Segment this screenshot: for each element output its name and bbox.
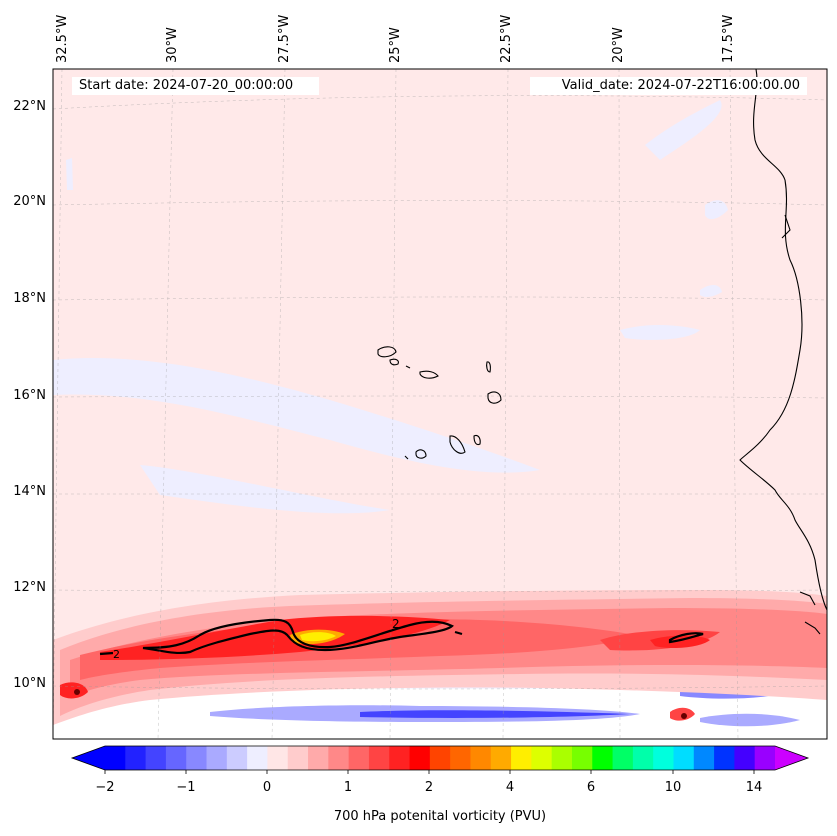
lon-label: 27.5°W [277, 14, 292, 63]
colorbar-segment [186, 746, 208, 770]
colorbar-segment [328, 746, 350, 770]
colorbar-segment [612, 746, 634, 770]
cape-verde-sal [486, 361, 491, 373]
colorbar-tick-label: 1 [343, 780, 353, 795]
colorbar-segment [247, 746, 268, 770]
lat-label: 12°N [13, 580, 46, 595]
map-area: 2 2 [53, 69, 827, 739]
colorbar-segment [754, 746, 776, 770]
colorbar-segment [490, 746, 512, 770]
colorbar-tick-label: 0 [262, 780, 272, 795]
colorbar-tick-label: 6 [586, 780, 596, 795]
colorbar-segment [531, 746, 553, 770]
colorbar-segment [308, 746, 329, 770]
colorbar-segment [409, 746, 431, 770]
colorbar-segment [714, 746, 735, 770]
cape-verde-sao-nicolau [419, 370, 439, 379]
colorbar-segment [693, 746, 715, 770]
colorbar-segment [429, 746, 451, 770]
lon-label: 20°W [611, 27, 626, 63]
lat-label: 20°N [13, 194, 46, 209]
lat-label: 14°N [13, 484, 46, 499]
lat-label: 22°N [13, 99, 46, 114]
colorbar-segment [267, 746, 289, 770]
lat-label: 10°N [13, 676, 46, 691]
colorbar [70, 745, 810, 774]
colorbar-segment [450, 746, 471, 770]
cape-verde-sao-vicente [389, 358, 399, 366]
colorbar-tick-label: 14 [745, 780, 763, 795]
colorbar-tick-label: −1 [176, 780, 196, 795]
colorbar-segment [226, 746, 248, 770]
cape-verde-fogo [415, 449, 427, 459]
colorbar-segment [287, 746, 309, 770]
colorbar-segment [592, 746, 614, 770]
lon-label: 25°W [388, 27, 403, 63]
cape-verde-santo-antao [377, 346, 397, 358]
pv-maxima [60, 629, 695, 721]
colorbar-tick-label: 4 [505, 780, 515, 795]
coastlines [377, 69, 827, 635]
colorbar-segment [653, 746, 674, 770]
valid-date-label: Valid_date: 2024-07-22T16:00:00.00 [530, 77, 807, 95]
colorbar-tick-label: 2 [424, 780, 434, 795]
colorbar-title: 700 hPa potenital vorticity (PVU) [333, 809, 547, 824]
lat-label: 18°N [13, 291, 46, 306]
colorbar-segment [368, 746, 390, 770]
colorbar-segment [206, 746, 228, 770]
colorbar-segment [470, 746, 492, 770]
colorbar-segment [673, 746, 695, 770]
colorbar-over-arrow [775, 746, 808, 770]
lat-label: 16°N [13, 388, 46, 403]
cape-verde-maio [473, 434, 481, 446]
colorbar-segment [632, 746, 654, 770]
graticule [53, 69, 827, 739]
colorbar-segment [348, 746, 370, 770]
colorbar-segment [105, 746, 126, 770]
lon-label: 30°W [165, 27, 180, 63]
lon-label: 17.5°W [721, 14, 736, 63]
colorbar-segment [511, 746, 532, 770]
colorbar-under-arrow [72, 746, 105, 770]
lon-label: 32.5°W [55, 14, 70, 63]
colorbar-tick-label: 10 [664, 780, 682, 795]
cape-verde-santiago [449, 435, 466, 454]
colorbar-tick-label: −2 [95, 780, 115, 795]
map-frame [52, 68, 828, 740]
contour-label-2: 2 [392, 617, 400, 631]
contour-label-2b: 2 [113, 648, 120, 661]
pv-2-contour [99, 618, 704, 656]
colorbar-segment [551, 746, 573, 770]
african-coast [739, 69, 827, 611]
lon-label: 22.5°W [499, 14, 514, 63]
colorbar-segment [571, 746, 593, 770]
colorbar-segment [145, 746, 167, 770]
colorbar-segment [165, 746, 187, 770]
colorbar-segment [389, 746, 411, 770]
positive-pv-band [53, 590, 827, 725]
colorbar-segment [734, 746, 756, 770]
cape-verde-boa-vista [487, 391, 502, 404]
colorbar-segment [125, 746, 147, 770]
start-date-label: Start date: 2024-07-20_00:00:00 [72, 77, 319, 95]
